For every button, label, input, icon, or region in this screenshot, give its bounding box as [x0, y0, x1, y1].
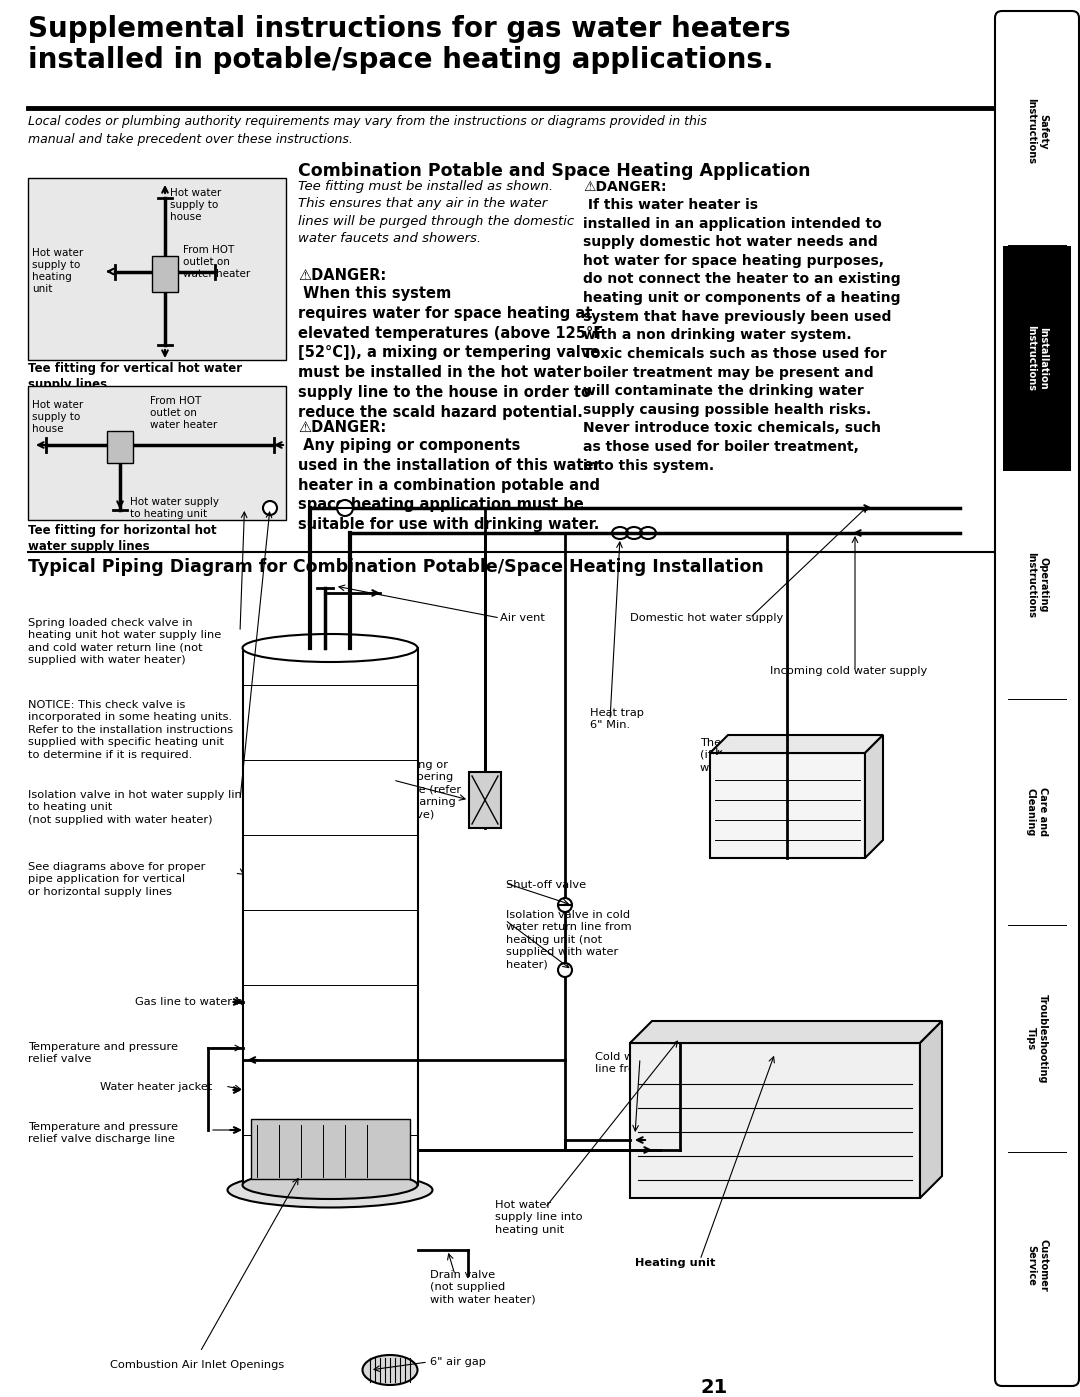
Text: Safety
Instructions: Safety Instructions [1026, 98, 1049, 165]
Text: Heating unit: Heating unit [635, 1259, 715, 1268]
Text: Tee fitting must be installed as shown.
This ensures that any air in the water
l: Tee fitting must be installed as shown. … [298, 180, 575, 246]
Polygon shape [630, 1021, 942, 1044]
Text: Mixing or
tempering
valve (refer
to warning
above): Mixing or tempering valve (refer to warn… [395, 760, 461, 820]
Ellipse shape [243, 634, 418, 662]
Text: Hot water
supply to
house: Hot water supply to house [170, 189, 221, 222]
Bar [469, 773, 501, 828]
Text: ⚠DANGER:: ⚠DANGER: [298, 420, 387, 434]
Text: Temperature and pressure
relief valve discharge line: Temperature and pressure relief valve di… [28, 1122, 178, 1144]
Text: Combustion Air Inlet Openings: Combustion Air Inlet Openings [110, 1361, 284, 1370]
Polygon shape [710, 735, 883, 753]
Text: Hot water
supply to
house: Hot water supply to house [32, 400, 83, 434]
Text: Supplemental instructions for gas water heaters
installed in potable/space heati: Supplemental instructions for gas water … [28, 15, 791, 74]
Text: Typical Piping Diagram for Combination Potable/Space Heating Installation: Typical Piping Diagram for Combination P… [28, 557, 764, 576]
Text: Hot water supply
to heating unit: Hot water supply to heating unit [130, 497, 219, 520]
Text: From HOT
outlet on
water heater: From HOT outlet on water heater [150, 395, 217, 430]
Text: Incoming cold water supply: Incoming cold water supply [770, 666, 928, 676]
Text: ⚠DANGER:: ⚠DANGER: [298, 268, 387, 284]
Text: ⚠DANGER:: ⚠DANGER: [583, 180, 666, 194]
Text: Heat trap
6" Min.: Heat trap 6" Min. [590, 708, 644, 731]
Text: Any piping or components
used in the installation of this water
heater in a comb: Any piping or components used in the ins… [298, 439, 600, 532]
Text: Tee fitting for vertical hot water
supply lines: Tee fitting for vertical hot water suppl… [28, 362, 242, 391]
Text: Troubleshooting
Tips: Troubleshooting Tips [1026, 995, 1049, 1084]
Ellipse shape [264, 502, 276, 515]
Text: Combination Potable and Space Heating Application: Combination Potable and Space Heating Ap… [298, 162, 810, 180]
Text: Spring loaded check valve in
heating unit hot water supply line
and cold water r: Spring loaded check valve in heating uni… [28, 617, 221, 665]
Text: Hot water
supply line into
heating unit: Hot water supply line into heating unit [495, 1200, 582, 1235]
Polygon shape [865, 735, 883, 858]
Text: Hot water
supply to
heating
unit: Hot water supply to heating unit [32, 249, 83, 293]
Text: If this water heater is
installed in an application intended to
supply domestic : If this water heater is installed in an … [583, 198, 901, 472]
Text: Installation
Instructions: Installation Instructions [1026, 326, 1049, 391]
Text: Shut-off valve: Shut-off valve [507, 880, 586, 890]
Bar [630, 1044, 920, 1199]
Ellipse shape [337, 500, 353, 515]
Text: When this system
requires water for space heating at
elevated temperatures (abov: When this system requires water for spac… [298, 286, 604, 420]
Polygon shape [920, 1021, 942, 1199]
Bar [28, 386, 286, 520]
Bar [1003, 246, 1071, 471]
Text: Drain valve
(not supplied
with water heater): Drain valve (not supplied with water hea… [430, 1270, 536, 1305]
Ellipse shape [243, 1171, 418, 1199]
Text: Care and
Cleaning: Care and Cleaning [1026, 788, 1049, 837]
FancyBboxPatch shape [995, 11, 1079, 1386]
Text: Air vent: Air vent [500, 613, 545, 623]
Bar [251, 1119, 409, 1179]
Text: 6" air gap: 6" air gap [430, 1356, 486, 1368]
Text: Customer
Service: Customer Service [1026, 1239, 1049, 1292]
Bar [152, 256, 178, 292]
Bar [243, 648, 418, 1185]
Text: Local codes or plumbing authority requirements may vary from the instructions or: Local codes or plumbing authority requir… [28, 115, 707, 145]
Text: From HOT
outlet on
water heater: From HOT outlet on water heater [183, 244, 251, 279]
Text: Isolation valve in hot water supply line
to heating unit
(not supplied with wate: Isolation valve in hot water supply line… [28, 789, 248, 824]
Text: NOTICE: This check valve is
incorporated in some heating units.
Refer to the ins: NOTICE: This check valve is incorporated… [28, 700, 233, 760]
Bar [107, 432, 133, 462]
Ellipse shape [558, 898, 572, 912]
Bar [710, 753, 865, 858]
Text: Operating
Instructions: Operating Instructions [1026, 552, 1049, 617]
Ellipse shape [363, 1355, 418, 1384]
Text: Cold water return
line from heating unit: Cold water return line from heating unit [595, 1052, 719, 1074]
Text: Isolation valve in cold
water return line from
heating unit (not
supplied with w: Isolation valve in cold water return lin… [507, 909, 632, 970]
Text: Tee fitting for horizontal hot
water supply lines: Tee fitting for horizontal hot water sup… [28, 524, 217, 553]
Text: Temperature and pressure
relief valve: Temperature and pressure relief valve [28, 1042, 178, 1065]
Ellipse shape [228, 1172, 432, 1207]
Text: See diagrams above for proper
pipe application for vertical
or horizontal supply: See diagrams above for proper pipe appli… [28, 862, 205, 897]
Text: 21: 21 [700, 1377, 727, 1397]
Bar [28, 177, 286, 360]
Text: Domestic hot water supply: Domestic hot water supply [630, 613, 783, 623]
Ellipse shape [558, 963, 572, 977]
Text: Gas line to water heater: Gas line to water heater [135, 997, 273, 1007]
Text: Water heater jacket: Water heater jacket [100, 1083, 213, 1092]
Text: Thermal expansion tank
(if required-not supplied
with water heater): Thermal expansion tank (if required-not … [700, 738, 838, 773]
